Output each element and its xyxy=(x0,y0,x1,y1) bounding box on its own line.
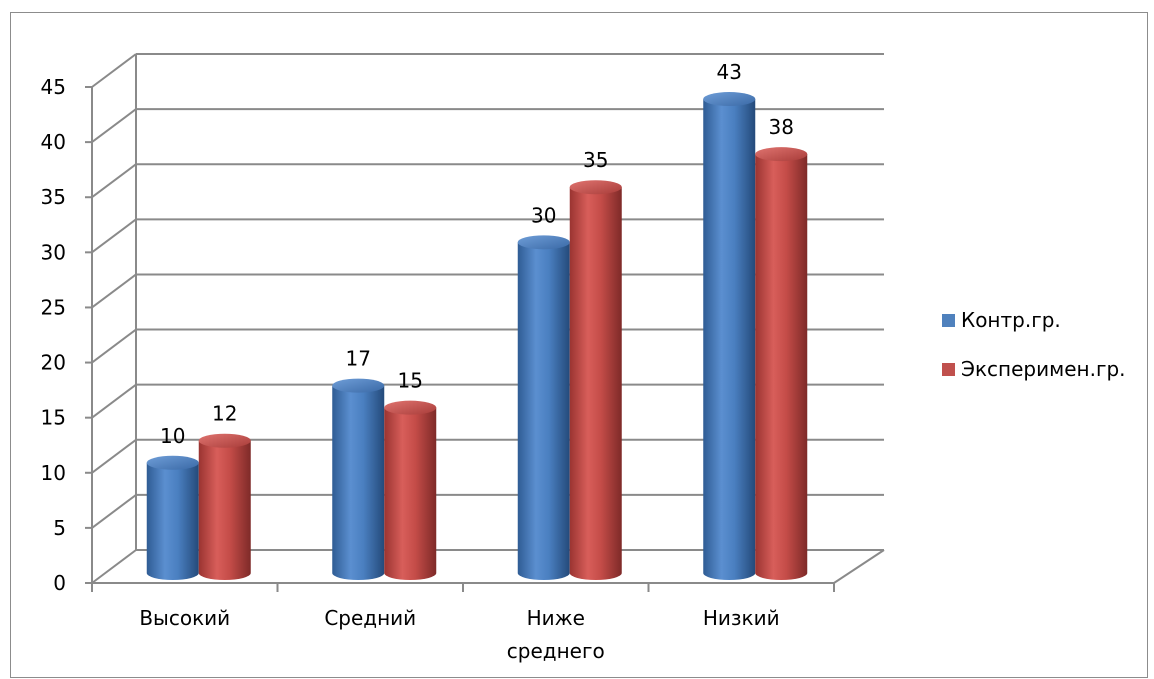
bar-top xyxy=(198,433,251,448)
bar-body xyxy=(332,385,385,580)
x-tick-label-line: Низкий xyxy=(703,606,780,630)
bar-blue xyxy=(517,235,570,581)
legend-label: Эксперимен.гр. xyxy=(961,357,1126,381)
x-tick-label-line: Ниже xyxy=(527,606,585,630)
x-tick-label: Ниже среднего xyxy=(507,606,605,663)
bar-body xyxy=(146,462,199,580)
bar-body xyxy=(198,440,251,580)
bar-blue xyxy=(146,455,199,580)
bar-red xyxy=(384,400,437,580)
x-tick-label-line: Средний xyxy=(324,606,416,630)
bar-red xyxy=(198,433,251,580)
x-tick-label-line: среднего xyxy=(507,639,605,663)
side-wall-line xyxy=(91,218,137,254)
bar-body xyxy=(517,242,570,581)
legend-label: Контр.гр. xyxy=(961,308,1061,332)
data-label: 15 xyxy=(398,369,423,393)
x-tick-label: Средний xyxy=(324,606,416,630)
bar-red xyxy=(755,147,808,580)
y-tick-label: 35 xyxy=(41,185,66,209)
data-label: 12 xyxy=(212,402,237,426)
bar-top xyxy=(332,378,385,393)
bar-top xyxy=(146,455,199,470)
bar-body xyxy=(703,99,756,581)
bar-top xyxy=(517,235,570,250)
bar-top xyxy=(384,400,437,415)
bar-top xyxy=(569,180,622,195)
bar-top xyxy=(755,147,808,162)
side-wall-line xyxy=(91,108,137,143)
y-tick-label: 45 xyxy=(41,75,66,99)
x-tick-label-line: Высокий xyxy=(139,606,230,630)
bar-body xyxy=(384,407,437,580)
side-wall-line xyxy=(91,328,137,364)
y-tick-label: 20 xyxy=(41,351,66,375)
side-wall-line xyxy=(91,438,137,474)
legend-swatch xyxy=(942,314,955,327)
bar-red xyxy=(569,180,622,580)
bar-top xyxy=(703,92,756,107)
x-tick-label: Высокий xyxy=(139,606,230,630)
bar-blue xyxy=(703,92,756,581)
side-wall-line xyxy=(91,383,137,419)
bar-blue xyxy=(332,378,385,580)
data-label: 35 xyxy=(583,148,608,172)
y-tick-label: 40 xyxy=(41,130,66,154)
y-tick-label: 15 xyxy=(41,406,66,430)
legend-swatch xyxy=(942,363,955,376)
y-tick-label: 10 xyxy=(41,461,66,485)
data-label: 30 xyxy=(531,203,556,227)
data-label: 17 xyxy=(346,347,371,371)
y-tick-label: 25 xyxy=(41,295,66,319)
y-tick-label: 0 xyxy=(53,571,66,595)
data-label: 38 xyxy=(769,115,794,139)
y-tick-label: 30 xyxy=(41,240,66,264)
bar-body xyxy=(755,154,808,580)
side-wall-line xyxy=(91,163,137,199)
side-wall-line xyxy=(91,494,137,529)
side-wall-line xyxy=(91,273,137,309)
bar-body xyxy=(569,187,622,580)
side-wall-line xyxy=(91,549,137,584)
side-wall-line xyxy=(91,53,137,88)
x-tick-label: Низкий xyxy=(703,606,780,630)
data-label: 43 xyxy=(717,60,742,84)
data-label: 10 xyxy=(160,424,185,448)
y-tick-label: 5 xyxy=(53,516,66,540)
